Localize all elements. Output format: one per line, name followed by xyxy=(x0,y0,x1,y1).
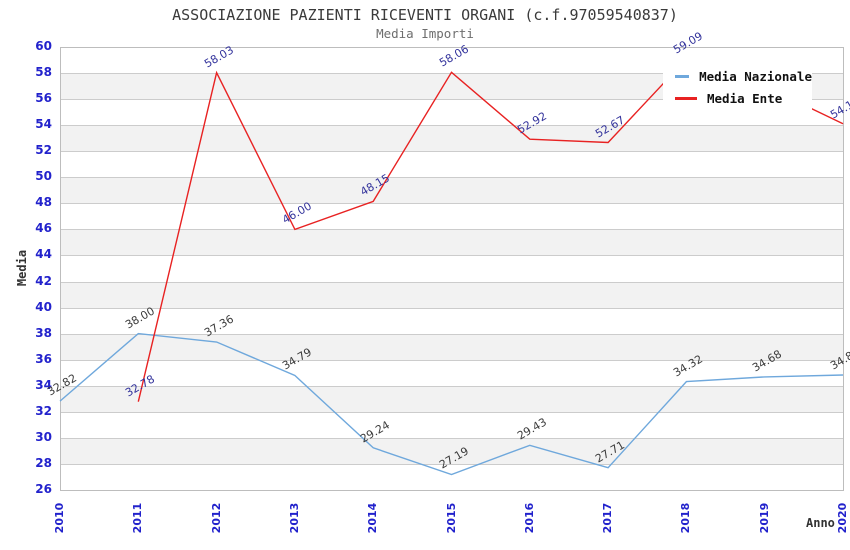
x-tick-label: 2011 xyxy=(131,502,145,534)
gridline xyxy=(60,229,843,231)
x-tick-label: 2016 xyxy=(522,502,536,534)
y-tick-label: 48 xyxy=(35,195,52,210)
x-tick-label: 2018 xyxy=(679,502,693,534)
y-tick-label: 46 xyxy=(35,221,52,236)
plot-band xyxy=(60,125,843,152)
legend-item-ente: Media Ente xyxy=(675,87,812,109)
y-tick-label: 26 xyxy=(35,482,52,496)
plot-band xyxy=(60,385,843,412)
plot-border xyxy=(60,47,844,491)
y-tick-label: 58 xyxy=(35,65,52,80)
gridline xyxy=(60,255,843,257)
gridline xyxy=(60,125,843,127)
chart-subtitle: Media Importi xyxy=(376,26,474,41)
legend-line-swatch-nazionale xyxy=(675,74,690,78)
gridline xyxy=(60,333,843,335)
x-tick-label: 2010 xyxy=(53,502,66,534)
gridline xyxy=(60,437,843,439)
legend-line-swatch-ente xyxy=(675,96,697,100)
y-tick-label: 56 xyxy=(35,91,52,106)
gridline xyxy=(60,177,843,179)
y-tick-label: 34 xyxy=(35,377,52,392)
gridline xyxy=(60,385,843,387)
x-tick-label: 2012 xyxy=(209,502,223,534)
legend-label-nazionale: Media Nazionale xyxy=(699,68,812,84)
gridline xyxy=(60,151,843,153)
y-tick-label: 42 xyxy=(35,273,52,288)
x-tick-label: 2019 xyxy=(757,502,771,534)
y-tick-label: 36 xyxy=(35,351,52,366)
x-tick-label: 2015 xyxy=(444,502,458,534)
y-tick-label: 60 xyxy=(35,39,52,53)
gridline xyxy=(60,203,843,205)
plot-band xyxy=(60,333,843,360)
y-tick-label: 28 xyxy=(35,455,52,470)
y-tick-label: 50 xyxy=(35,169,52,184)
x-tick-label: 2020 xyxy=(836,502,849,534)
gridline xyxy=(60,99,843,101)
y-tick-label: 32 xyxy=(35,403,52,418)
plot-band xyxy=(60,437,843,464)
gridline xyxy=(60,281,843,283)
y-tick-label: 54 xyxy=(35,117,52,132)
legend-item-nazionale: Media Nazionale xyxy=(675,65,812,87)
y-tick-label: 44 xyxy=(35,247,52,262)
gridline xyxy=(60,463,843,465)
chart-title: ASSOCIAZIONE PAZIENTI RICEVENTI ORGANI (… xyxy=(172,6,678,24)
y-tick-label: 40 xyxy=(35,299,52,314)
x-axis-title: Anno xyxy=(806,516,835,530)
y-tick-label: 38 xyxy=(35,325,52,340)
legend: Media Nazionale Media Ente xyxy=(663,57,812,112)
x-tick-label: 2014 xyxy=(366,502,380,534)
gridline xyxy=(60,359,843,361)
gridline xyxy=(60,307,843,309)
x-tick-label: 2017 xyxy=(601,502,615,534)
x-tick-label: 2013 xyxy=(287,502,301,534)
gridline xyxy=(60,411,843,413)
y-tick-label: 52 xyxy=(35,143,52,158)
y-tick-label: 30 xyxy=(35,429,52,444)
legend-label-ente: Media Ente xyxy=(707,90,783,106)
plot-band xyxy=(60,229,843,256)
plot-band xyxy=(60,281,843,308)
series-line-nazionale xyxy=(59,332,844,476)
